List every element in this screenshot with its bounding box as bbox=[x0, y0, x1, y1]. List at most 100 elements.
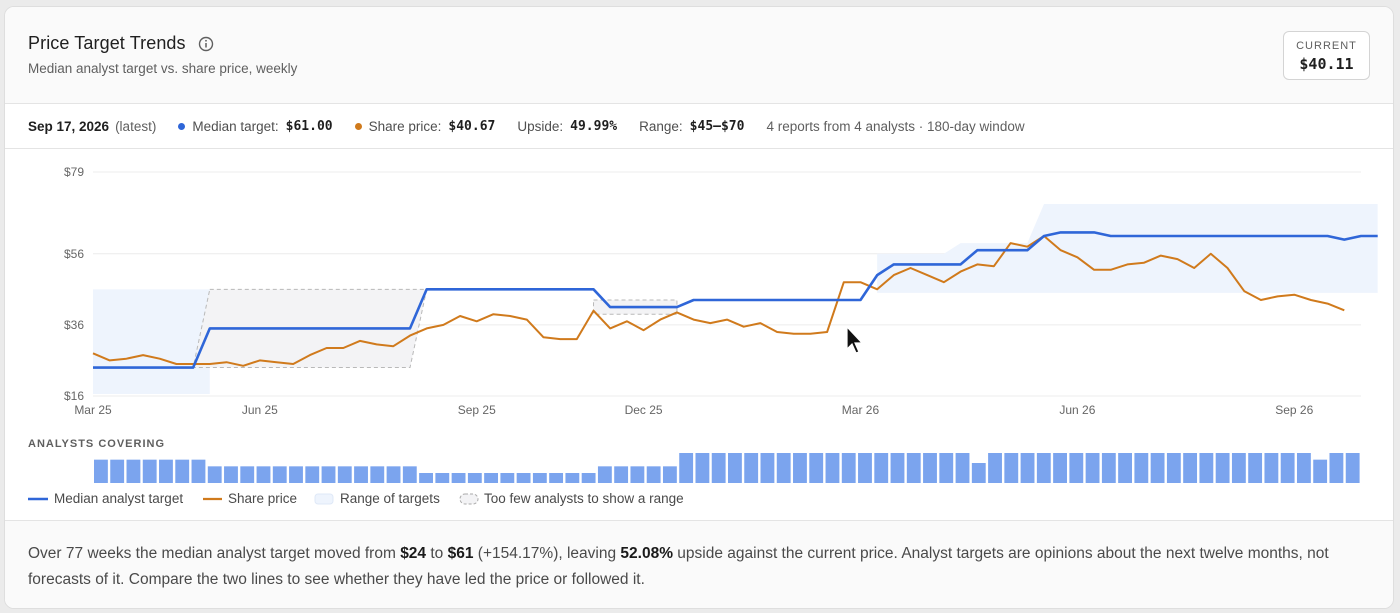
stat-range: Range: $45–$70 bbox=[639, 119, 744, 134]
analyst-count-bar bbox=[272, 466, 287, 483]
x-tick-label: Sep 26 bbox=[1275, 403, 1313, 417]
analyst-count-bar bbox=[1166, 453, 1181, 483]
analyst-count-bar bbox=[289, 466, 303, 483]
analyst-count-bar bbox=[1101, 453, 1116, 483]
analyst-count-bar bbox=[874, 453, 889, 483]
cursor-pointer-icon bbox=[846, 325, 864, 354]
analyst-count-bar bbox=[370, 466, 385, 483]
x-tick-label: Mar 25 bbox=[74, 403, 112, 417]
share-price-line bbox=[92, 235, 1345, 367]
analyst-count-bar bbox=[484, 473, 499, 483]
analyst-count-bar bbox=[1296, 453, 1311, 483]
analyst-count-bar bbox=[516, 473, 531, 483]
analyst-count-bar bbox=[224, 466, 238, 483]
x-tick-label: Sep 25 bbox=[458, 403, 496, 417]
analyst-count-bar bbox=[175, 459, 190, 483]
analyst-count-bar bbox=[565, 473, 580, 483]
analyst-count-bar bbox=[1280, 453, 1295, 483]
card-subtitle: Median analyst target vs. share price, w… bbox=[28, 61, 298, 76]
y-tick-label: $56 bbox=[64, 247, 84, 261]
analyst-count-bar bbox=[1069, 453, 1084, 483]
stat-range-label: Range: bbox=[639, 118, 683, 134]
stats-bar: Sep 17, 2026 (latest) Median target: $61… bbox=[5, 104, 1393, 149]
analyst-count-bar bbox=[305, 466, 320, 483]
x-tick-label: Jun 25 bbox=[242, 403, 278, 417]
analyst-count-bar bbox=[1053, 453, 1067, 483]
summary-footer: Over 77 weeks the median analyst target … bbox=[5, 520, 1393, 608]
analyst-count-bar bbox=[662, 466, 677, 483]
analyst-count-bar bbox=[793, 453, 807, 483]
analyst-count-bar bbox=[419, 473, 433, 483]
legend-sparse-label: Too few analysts to show a range bbox=[484, 491, 684, 506]
range-band bbox=[877, 204, 1378, 293]
legend-sparse-swatch bbox=[459, 493, 479, 505]
footer-text-1: Over 77 weeks the median analyst target … bbox=[28, 545, 401, 562]
analyst-count-bar bbox=[159, 459, 173, 483]
stat-price-label: Share price: bbox=[368, 118, 442, 134]
stat-upside: Upside: 49.99% bbox=[517, 119, 617, 134]
current-label: CURRENT bbox=[1296, 40, 1357, 52]
analyst-count-bar bbox=[1150, 453, 1165, 483]
analyst-count-bar bbox=[1248, 453, 1263, 483]
legend-median-label: Median analyst target bbox=[54, 491, 183, 506]
analyst-count-bar bbox=[1085, 453, 1100, 483]
analyst-count-bar bbox=[614, 466, 629, 483]
info-icon[interactable] bbox=[198, 36, 214, 52]
analyst-count-bar bbox=[906, 453, 921, 483]
range-band-early bbox=[93, 289, 210, 394]
footer-text-2: to bbox=[426, 545, 448, 562]
analyst-count-bar bbox=[1020, 453, 1035, 483]
stat-median-label: Median target: bbox=[192, 118, 279, 134]
analyst-count-bar bbox=[1215, 453, 1230, 483]
analyst-count-bar bbox=[971, 463, 986, 483]
analyst-count-bar bbox=[126, 459, 141, 483]
analyst-count-bar bbox=[841, 453, 856, 483]
stat-upside-label: Upside: bbox=[517, 118, 564, 134]
legend-range-label: Range of targets bbox=[340, 491, 440, 506]
analyst-count-bar bbox=[402, 466, 417, 483]
analyst-count-bar bbox=[386, 466, 401, 483]
analyst-count-bar bbox=[695, 453, 710, 483]
analyst-count-bar bbox=[711, 453, 726, 483]
stat-price-value: $40.67 bbox=[448, 118, 496, 134]
footer-to: $61 bbox=[447, 545, 474, 562]
analyst-count-bar bbox=[354, 466, 368, 483]
analyst-count-bar bbox=[1004, 453, 1019, 483]
analyst-count-bar bbox=[728, 453, 742, 483]
analyst-count-bar bbox=[646, 466, 661, 483]
analyst-count-bar bbox=[532, 473, 547, 483]
card-header: Price Target Trends Median analyst targe… bbox=[5, 7, 1393, 104]
analyst-count-bar bbox=[110, 459, 125, 483]
stat-price: Share price: $40.67 bbox=[354, 118, 496, 134]
analyst-count-bar bbox=[1134, 453, 1149, 483]
price-dot-icon bbox=[354, 122, 362, 130]
median-target-line bbox=[93, 231, 1378, 369]
analyst-count-bar bbox=[337, 466, 352, 483]
analyst-count-bar bbox=[581, 473, 596, 483]
card-title: Price Target Trends bbox=[28, 33, 186, 53]
analyst-count-bar bbox=[955, 453, 970, 483]
y-tick-label: $79 bbox=[64, 165, 84, 179]
analyst-count-bar bbox=[744, 453, 759, 483]
analyst-count-bar bbox=[858, 453, 872, 483]
analyst-count-bar bbox=[1313, 459, 1328, 483]
stats-date: Sep 17, 2026 bbox=[28, 118, 110, 134]
x-tick-label: Mar 26 bbox=[842, 403, 880, 417]
analyst-count-bar bbox=[435, 473, 450, 483]
x-tick-label: Dec 25 bbox=[625, 403, 663, 417]
analyst-count-bar bbox=[256, 466, 271, 483]
x-tick-label: Jun 26 bbox=[1059, 403, 1095, 417]
analyst-count-bar bbox=[776, 453, 791, 483]
analyst-count-bar bbox=[207, 466, 222, 483]
analyst-count-bar bbox=[679, 453, 694, 483]
analyst-count-bar bbox=[467, 473, 482, 483]
stat-reports: 4 reports from 4 analysts · 180-day wind… bbox=[766, 118, 1025, 134]
stat-range-value: $45–$70 bbox=[689, 118, 745, 134]
analyst-count-bar bbox=[760, 453, 775, 483]
analyst-count-bar bbox=[809, 453, 824, 483]
analyst-count-bar bbox=[825, 453, 840, 483]
analyst-count-bar bbox=[1183, 453, 1198, 483]
analyst-count-bar bbox=[1231, 453, 1246, 483]
y-tick-label: $16 bbox=[64, 389, 84, 403]
